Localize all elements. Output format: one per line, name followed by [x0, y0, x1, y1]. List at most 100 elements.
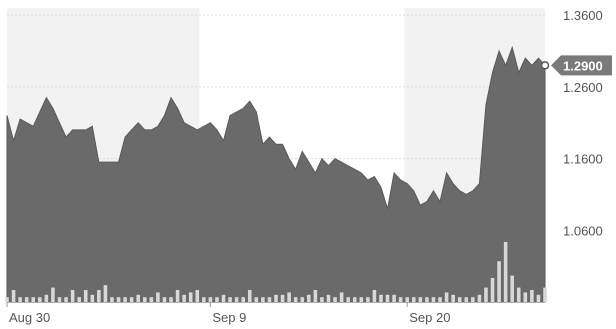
volume-bar: [392, 294, 396, 302]
volume-bar: [77, 297, 81, 302]
volume-bar: [425, 297, 429, 302]
last-price-badge: 1.2900: [540, 55, 612, 76]
volume-bars: [5, 242, 547, 302]
volume-bar: [188, 292, 193, 302]
y-tick-label: 1.3600: [563, 8, 603, 23]
volume-bar: [523, 292, 528, 302]
volume-bar: [64, 297, 68, 302]
volume-bar: [143, 297, 147, 302]
volume-bar: [300, 297, 305, 302]
volume-bar: [346, 297, 350, 302]
volume-bar: [385, 294, 390, 302]
volume-bar: [497, 261, 501, 302]
volume-bar: [175, 290, 180, 302]
volume-bar: [24, 297, 29, 302]
volume-bar: [287, 292, 291, 302]
volume-bar: [123, 297, 127, 302]
volume-bar: [234, 297, 239, 302]
volume-bar: [438, 297, 442, 302]
volume-bar: [254, 297, 259, 302]
volume-bar: [516, 287, 521, 302]
volume-bar: [484, 287, 488, 302]
volume-bar: [471, 297, 475, 302]
volume-bar: [261, 297, 265, 302]
volume-bar: [5, 297, 9, 302]
volume-bar: [313, 290, 318, 302]
volume-bar: [241, 297, 245, 302]
y-tick-label: 1.2600: [563, 80, 603, 95]
volume-bar: [38, 297, 42, 302]
volume-bar: [83, 290, 88, 302]
volume-bar: [418, 297, 423, 302]
volume-bar: [307, 294, 311, 302]
volume-bar: [379, 294, 383, 302]
last-price-marker: [540, 61, 550, 70]
volume-bar: [156, 292, 160, 302]
volume-bar: [116, 297, 121, 302]
volume-bar: [215, 297, 219, 302]
volume-bar: [352, 297, 357, 302]
volume-bar: [398, 297, 403, 302]
volume-bar: [530, 290, 534, 302]
volume-bar: [129, 297, 134, 302]
y-axis: 1.0600 1.1600 1.2600 1.3600: [563, 8, 603, 238]
x-axis: Aug 30 Sep 9 Sep 20: [6, 302, 450, 325]
volume-bar: [195, 290, 200, 302]
volume-bar: [536, 294, 541, 302]
y-tick-label: 1.0600: [563, 223, 603, 238]
volume-bar: [510, 275, 514, 302]
volume-bar: [70, 290, 75, 302]
last-price-badge-shape: [551, 55, 612, 76]
volume-bar: [182, 294, 186, 302]
x-tick-label: Aug 30: [9, 310, 50, 325]
volume-bar: [503, 242, 508, 302]
volume-bar: [97, 290, 101, 302]
volume-bar: [110, 297, 114, 302]
volume-bar: [333, 297, 337, 302]
volume-bar: [31, 297, 36, 302]
volume-bar: [51, 287, 55, 302]
volume-bar: [464, 297, 469, 302]
volume-bar: [18, 297, 22, 302]
volume-bar: [202, 297, 206, 302]
volume-bar: [267, 297, 272, 302]
volume-bar: [490, 278, 495, 302]
volume-bar: [247, 290, 252, 302]
x-tick-label: Sep 20: [409, 310, 450, 325]
volume-bar: [274, 294, 278, 302]
volume-bar: [293, 297, 298, 302]
volume-bar: [359, 297, 364, 302]
last-price-label: 1.2900: [563, 58, 603, 73]
volume-bar: [103, 285, 108, 302]
volume-bar: [405, 297, 410, 302]
volume-bar: [543, 287, 547, 302]
volume-bar: [372, 290, 377, 302]
volume-bar: [477, 294, 482, 302]
x-tick-label: Sep 9: [212, 310, 246, 325]
volume-bar: [136, 294, 141, 302]
volume-bar: [326, 294, 331, 302]
volume-bar: [162, 297, 167, 302]
volume-bar: [451, 294, 455, 302]
volume-bar: [208, 297, 213, 302]
volume-bar: [320, 297, 324, 302]
volume-bar: [339, 292, 344, 302]
price-area: [6, 45, 546, 303]
price-area-series: [6, 45, 546, 303]
volume-bar: [228, 297, 232, 302]
volume-bar: [280, 294, 285, 302]
volume-bar: [149, 297, 154, 302]
volume-bar: [221, 294, 226, 302]
volume-bar: [57, 297, 62, 302]
volume-bar: [457, 297, 462, 302]
volume-bar: [44, 294, 49, 302]
volume-bar: [90, 294, 95, 302]
y-tick-label: 1.1600: [563, 152, 603, 167]
volume-bar: [11, 290, 16, 302]
volume-bar: [169, 297, 173, 302]
volume-bar: [366, 297, 370, 302]
volume-bar: [444, 292, 449, 302]
volume-bar: [412, 297, 416, 302]
volume-bar: [431, 297, 436, 302]
